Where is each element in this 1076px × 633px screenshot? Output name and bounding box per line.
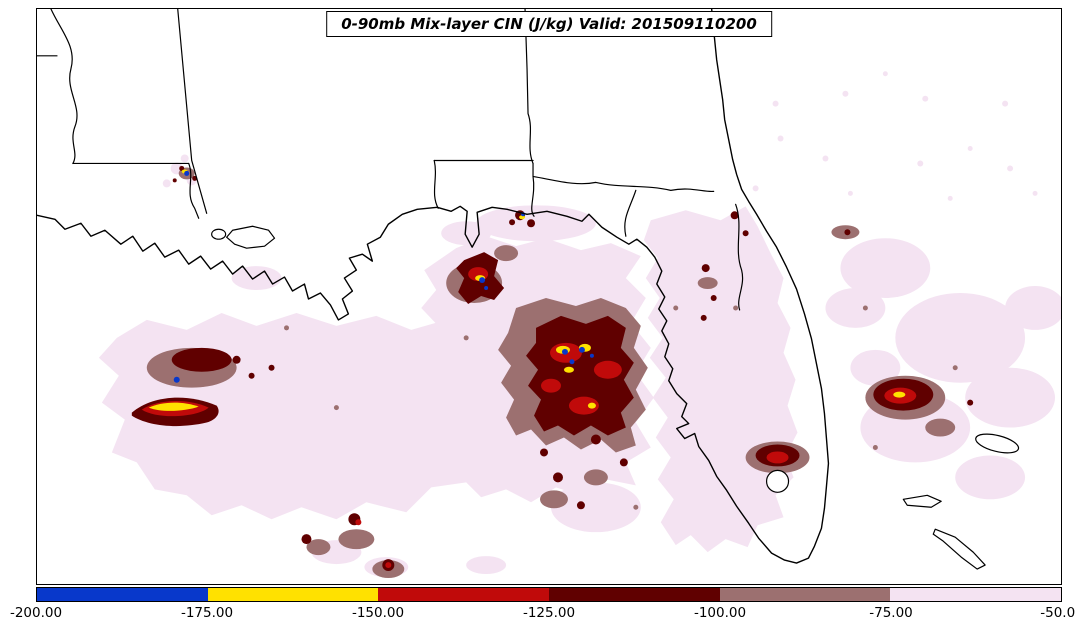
suwannee-river [624, 189, 637, 237]
map-title: 0-90mb Mix-layer CIN (J/kg) Valid: 20150… [341, 15, 757, 33]
colorbar-ticks: -200.00 -175.00 -150.00 -125.00 -100.00 -75.0… [10, 605, 1076, 627]
colorbar-segment [37, 588, 208, 601]
colorbar-tick-label: -150.00 [351, 605, 405, 621]
st-johns-river [735, 203, 744, 311]
mississippi-river-border [50, 9, 78, 165]
colorbar-tick-label: -125.00 [522, 605, 576, 621]
coastline [37, 9, 830, 564]
colorbar [36, 587, 1062, 602]
colorbar-segment [378, 588, 550, 601]
island-2 [932, 528, 986, 570]
colorbar-segment [890, 588, 1062, 601]
colorbar-tick-label: -50.00 [1040, 605, 1076, 621]
lake-pontchartrain [226, 225, 276, 249]
cin-fill-darkred [131, 165, 974, 572]
al-ga-border [524, 9, 534, 165]
lakes-islands [211, 225, 1020, 570]
colorbar-tick-label: -100.00 [693, 605, 747, 621]
pearl-river-border [188, 162, 200, 219]
lake-maurepas [211, 228, 227, 240]
island-1 [902, 494, 942, 508]
apalachicola-river [531, 175, 535, 217]
colorbar-segment [207, 588, 379, 601]
colorbar-segment [549, 588, 720, 601]
colorbar-segment [719, 588, 891, 601]
colorbar-tick-label: -75.00 [869, 605, 913, 621]
lake-okeechobee [765, 469, 790, 493]
map-area: 0-90mb Mix-layer CIN (J/kg) Valid: 20150… [36, 8, 1062, 585]
map-svg [37, 9, 1061, 579]
colorbar-tick-label: -200.00 [9, 605, 63, 621]
ga-fl-border [532, 162, 715, 193]
ms-al-border [177, 9, 208, 214]
island-3 [975, 433, 1020, 454]
colorbar-tick-label: -175.00 [180, 605, 234, 621]
map-title-box: 0-90mb Mix-layer CIN (J/kg) Valid: 20150… [326, 11, 772, 37]
state-borders [37, 9, 744, 311]
perdido-river [433, 159, 439, 209]
